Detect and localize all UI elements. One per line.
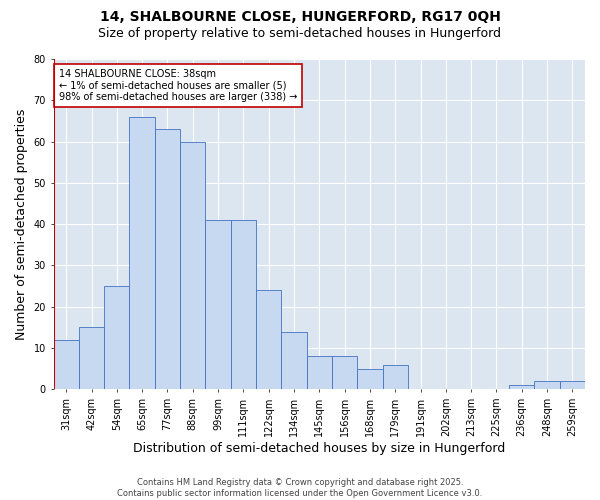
Bar (383, 364, 408, 390)
Bar (535, 381, 560, 390)
Bar (79, 328, 104, 390)
Bar (307, 356, 332, 390)
Bar (256, 290, 281, 390)
Bar (130, 117, 155, 390)
Bar (281, 332, 307, 390)
Bar (231, 220, 256, 390)
Bar (104, 286, 130, 390)
Text: 14, SHALBOURNE CLOSE, HUNGERFORD, RG17 0QH: 14, SHALBOURNE CLOSE, HUNGERFORD, RG17 0… (100, 10, 500, 24)
Bar (357, 368, 383, 390)
Bar (180, 142, 205, 390)
Bar (205, 220, 231, 390)
Text: 14 SHALBOURNE CLOSE: 38sqm
← 1% of semi-detached houses are smaller (5)
98% of s: 14 SHALBOURNE CLOSE: 38sqm ← 1% of semi-… (59, 69, 297, 102)
Bar (155, 129, 180, 390)
Bar (560, 381, 585, 390)
Bar (332, 356, 357, 390)
Bar (509, 385, 535, 390)
X-axis label: Distribution of semi-detached houses by size in Hungerford: Distribution of semi-detached houses by … (133, 442, 505, 455)
Text: Size of property relative to semi-detached houses in Hungerford: Size of property relative to semi-detach… (98, 28, 502, 40)
Bar (53, 340, 79, 390)
Text: Contains HM Land Registry data © Crown copyright and database right 2025.
Contai: Contains HM Land Registry data © Crown c… (118, 478, 482, 498)
Y-axis label: Number of semi-detached properties: Number of semi-detached properties (15, 108, 28, 340)
